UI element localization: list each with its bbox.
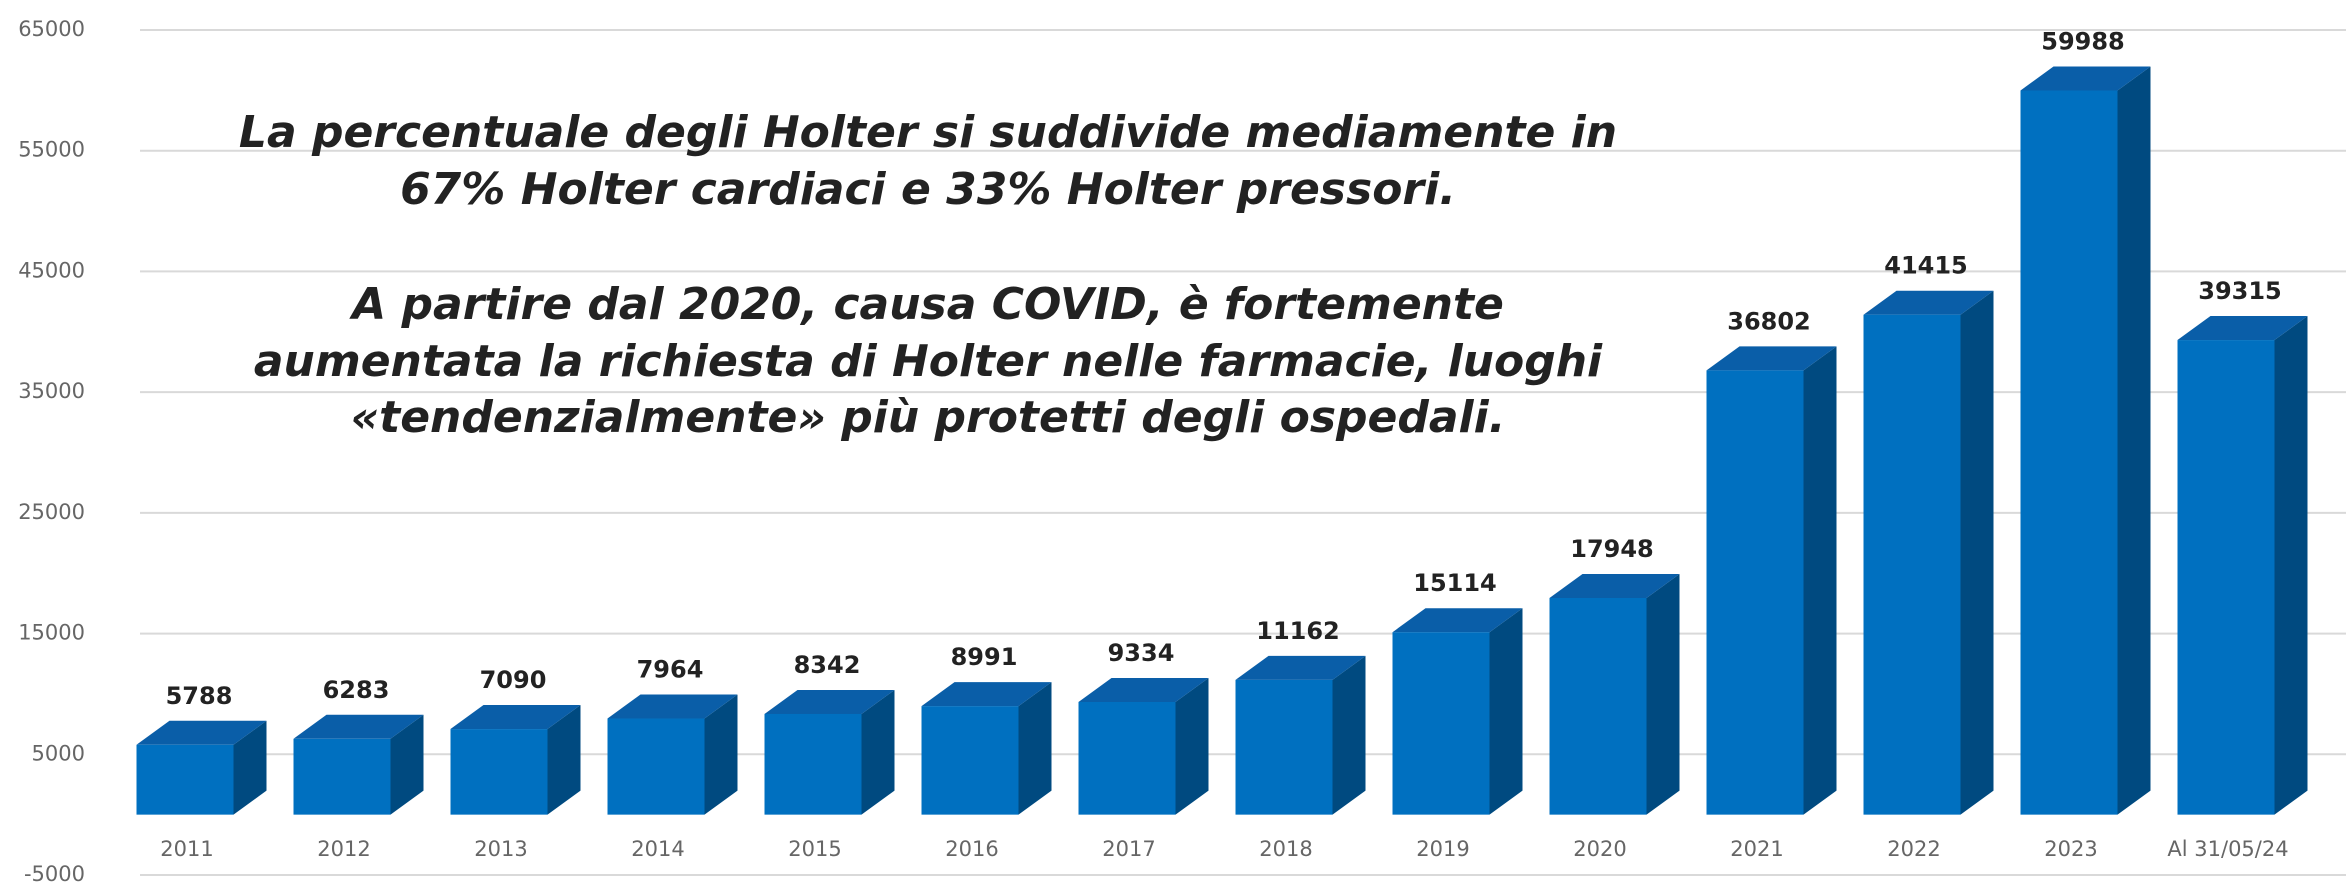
- value-label: 9334: [1108, 639, 1175, 667]
- y-tick-label: 25000: [18, 500, 85, 524]
- bar: [136, 720, 267, 815]
- bar-front: [764, 713, 862, 815]
- bar-top: [2177, 316, 2308, 341]
- bar: [607, 694, 738, 815]
- bar-top: [1549, 573, 1680, 598]
- annotation: «tendenzialmente» più protetti degli osp…: [351, 392, 1506, 443]
- bar-front: [1549, 597, 1647, 815]
- bar: [1863, 290, 1994, 815]
- bar: [1549, 573, 1680, 815]
- bar-side: [1018, 682, 1052, 815]
- y-tick-label: -5000: [24, 862, 85, 886]
- bar: [1706, 346, 1837, 815]
- bar: [293, 714, 424, 815]
- bar: [921, 682, 1052, 815]
- annotation: La percentuale degli Holter si suddivide…: [239, 107, 1617, 158]
- bar-top: [293, 714, 424, 739]
- bar-side: [390, 714, 424, 815]
- annotation: aumentata la richiesta di Holter nelle f…: [254, 336, 1603, 387]
- x-tick-label: 2012: [317, 837, 370, 861]
- bar-front: [2177, 340, 2275, 815]
- x-tick-label: 2015: [788, 837, 841, 861]
- bar: [450, 705, 581, 815]
- bar-front: [1392, 632, 1490, 815]
- value-label: 59988: [2041, 28, 2125, 56]
- value-label: 41415: [1884, 252, 1968, 280]
- bar-front: [1706, 370, 1804, 815]
- bar-front: [1863, 314, 1961, 815]
- bar-top: [2020, 66, 2151, 91]
- bar-top: [764, 689, 895, 714]
- bar-front: [1078, 701, 1176, 815]
- bar-front: [607, 718, 705, 815]
- bar: [764, 689, 895, 815]
- x-tick-label: 2022: [1887, 837, 1940, 861]
- x-tick-label: 2014: [631, 837, 684, 861]
- value-label: 15114: [1413, 569, 1497, 597]
- bar-side: [1332, 655, 1366, 815]
- x-tick-label: 2011: [160, 837, 213, 861]
- bar: [1235, 655, 1366, 815]
- bar: [1392, 608, 1523, 815]
- y-tick-label: 35000: [18, 379, 85, 403]
- x-tick-label: 2017: [1102, 837, 1155, 861]
- bar-side: [1175, 677, 1209, 815]
- bar-top: [1235, 655, 1366, 680]
- bar-side: [861, 689, 895, 815]
- y-tick-label: 5000: [32, 741, 85, 765]
- x-tick-label: 2013: [474, 837, 527, 861]
- bar-front: [136, 744, 234, 815]
- y-tick-label: 65000: [18, 17, 85, 41]
- bar-top: [1078, 677, 1209, 702]
- x-tick-label: Al 31/05/24: [2167, 837, 2288, 861]
- value-label: 39315: [2198, 277, 2282, 305]
- x-tick-label: 2018: [1259, 837, 1312, 861]
- value-label: 8342: [794, 651, 861, 679]
- y-tick-label: 15000: [18, 621, 85, 645]
- x-tick-label: 2021: [1730, 837, 1783, 861]
- bar-side: [1646, 573, 1680, 815]
- value-label: 36802: [1727, 307, 1811, 335]
- bar: [2177, 316, 2308, 815]
- bar-top: [1706, 346, 1837, 371]
- bar-side: [2274, 316, 2308, 815]
- y-tick-label: 55000: [18, 138, 85, 162]
- bar-top: [921, 682, 1052, 707]
- bar-top: [450, 705, 581, 730]
- value-label: 7090: [480, 666, 547, 694]
- bar-top: [136, 720, 267, 745]
- bar-side: [547, 705, 581, 815]
- x-tick-label: 2019: [1416, 837, 1469, 861]
- bar-top: [1863, 290, 1994, 315]
- bar-side: [1960, 290, 1994, 815]
- bar-side: [1489, 608, 1523, 815]
- annotation: A partire dal 2020, causa COVID, è forte…: [349, 279, 1504, 330]
- value-label: 17948: [1570, 535, 1654, 563]
- bar-side: [2117, 66, 2151, 815]
- x-tick-label: 2016: [945, 837, 998, 861]
- value-label: 8991: [951, 643, 1018, 671]
- x-tick-label: 2020: [1573, 837, 1626, 861]
- x-tick-label: 2023: [2044, 837, 2097, 861]
- value-label: 6283: [323, 676, 390, 704]
- bar-side: [233, 720, 267, 815]
- bar-front: [1235, 679, 1333, 815]
- annotation: 67% Holter cardiaci e 33% Holter pressor…: [400, 164, 1456, 215]
- bar-top: [1392, 608, 1523, 633]
- value-label: 5788: [166, 682, 233, 710]
- value-label: 11162: [1256, 617, 1340, 645]
- bar-front: [921, 706, 1019, 815]
- y-tick-label: 45000: [18, 258, 85, 282]
- bar-side: [704, 694, 738, 815]
- bar-front: [450, 729, 548, 815]
- bar-top: [607, 694, 738, 719]
- bar-side: [1803, 346, 1837, 815]
- bar: [2020, 66, 2151, 815]
- bar: [1078, 677, 1209, 815]
- value-label: 7964: [637, 656, 704, 684]
- bar-front: [293, 738, 391, 815]
- bar-front: [2020, 90, 2118, 815]
